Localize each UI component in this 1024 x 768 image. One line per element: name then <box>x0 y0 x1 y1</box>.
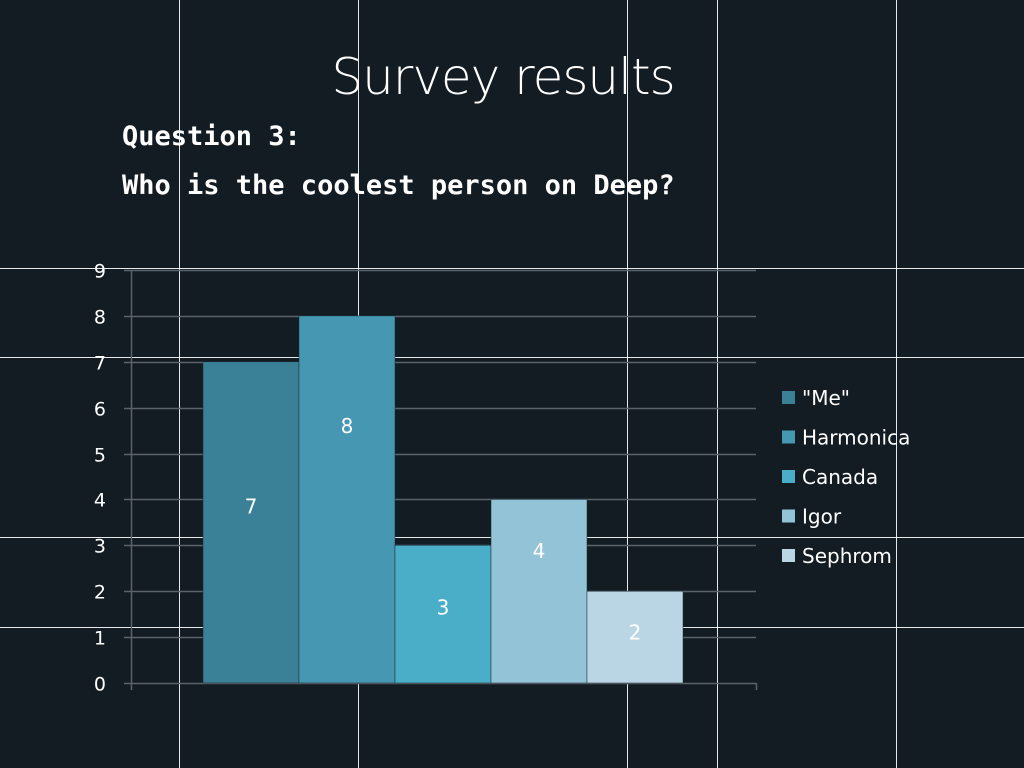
legend-swatch <box>782 549 795 562</box>
legend-label: Igor <box>802 505 842 529</box>
legend-swatch <box>782 470 795 483</box>
y-axis: 0 1 2 3 4 5 6 7 8 9 <box>94 261 758 696</box>
legend-label: "Me" <box>802 386 850 410</box>
data-label: 7 <box>245 494 258 518</box>
y-tick-label: 8 <box>94 307 106 329</box>
y-tick-label: 9 <box>94 261 106 283</box>
question-text: Who is the coolest person on Deep? <box>122 170 675 201</box>
question-number: Question 3: <box>122 121 301 152</box>
data-label: 3 <box>437 595 450 619</box>
slide-title: Survey results <box>331 48 675 106</box>
y-tick-label: 6 <box>94 399 106 421</box>
y-tick-label: 0 <box>94 674 106 696</box>
y-tick-label: 1 <box>94 628 106 650</box>
bar-sephrom <box>586 590 684 684</box>
bar-canada <box>394 545 492 684</box>
bar-harmonica <box>298 315 396 684</box>
chart-legend: "Me" Harmonica Canada Igor Sephrom <box>782 386 910 568</box>
legend-label: Harmonica <box>802 426 910 450</box>
legend-swatch <box>782 430 795 444</box>
y-tick-label: 4 <box>94 490 106 512</box>
y-tick-label: 7 <box>94 353 106 375</box>
bar-igor <box>490 499 588 684</box>
data-label: 8 <box>341 414 354 438</box>
legend-swatch <box>782 391 795 404</box>
chart-bars <box>202 315 684 684</box>
y-tick-label: 5 <box>94 445 106 467</box>
y-tick-label: 2 <box>94 582 106 604</box>
legend-label: Canada <box>802 465 878 489</box>
chart-data-labels: 7 8 3 4 2 <box>245 414 642 645</box>
y-tick-label: 3 <box>94 536 106 558</box>
legend-swatch <box>782 509 795 523</box>
data-label: 2 <box>629 621 642 645</box>
legend-label: Sephrom <box>802 544 892 568</box>
data-label: 4 <box>533 539 546 563</box>
bar-me <box>202 361 300 684</box>
